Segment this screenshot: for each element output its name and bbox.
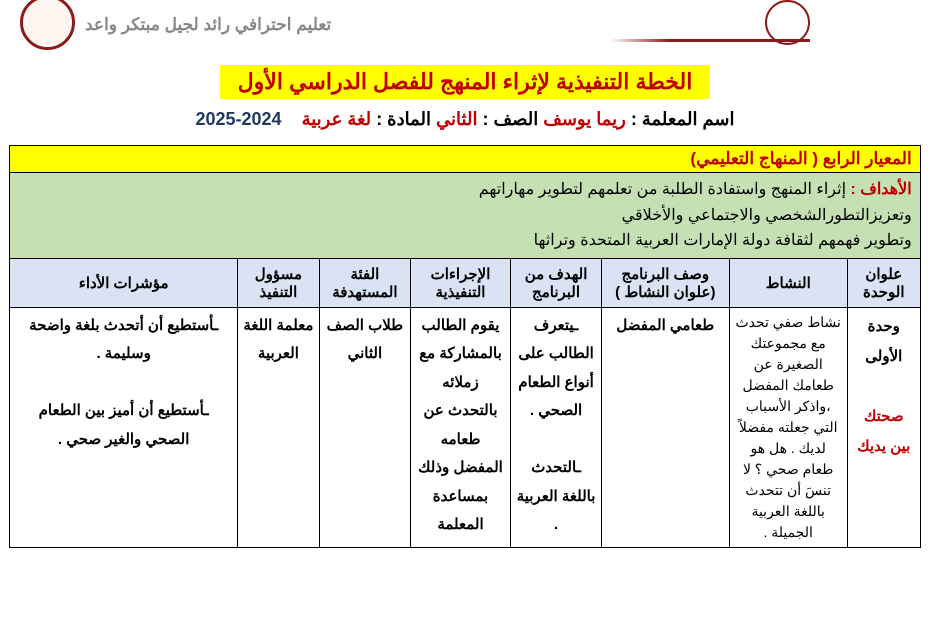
grade-label: الصف : [482,109,538,129]
col-resp: مسؤول التنفيذ [237,258,319,307]
document-header: تعليم احترافي رائد لجيل مبتكر واعد [0,0,930,50]
col-goal: الهدف من البرنامج [511,258,602,307]
criterion-text: المعيار الرابع ( المنهاج التعليمي) [10,146,920,173]
unit-subtitle: صحتك بين يديك [857,408,910,455]
col-desc: وصف البرنامج (علوان النشاط ) [602,258,729,307]
target-cell: طلاب الصف الثاني [319,307,410,547]
goals-line1: إثراء المنهج واستفادة الطلبة من تعلمهم ل… [479,181,846,198]
teacher-label: اسم المعلمة : [631,109,735,129]
header-decoration [590,0,810,50]
goals-line3: وتطوير فهمهم لثقافة دولة الإمارات العربي… [534,232,912,249]
unit-name: وحدة الأولى [865,318,902,365]
school-slogan: تعليم احترافي رائد لجيل مبتكر واعد [85,15,331,35]
col-unit: علوان الوحدة [847,258,920,307]
activity-cell: نشاط صفي تحدث مع مجموعتك الصغيرة عن طعام… [729,307,847,547]
col-activity: النشاط [729,258,847,307]
desc-cell: طعامي المفضل [602,307,729,547]
resp-cell: معلمة اللغة العربية [237,307,319,547]
grade-value: الثاني [436,109,477,129]
teacher-name: ريما يوسف [543,109,626,129]
subject-label: المادة : [376,109,431,129]
table-header-row: علوان الوحدة النشاط وصف البرنامج (علوان … [10,258,920,307]
goals-label: الأهداف : [850,181,911,198]
school-logo [20,0,75,50]
unit-cell: وحدة الأولى صحتك بين يديك [847,307,920,547]
proc-cell: يقوم الطالب بالمشاركة مع زملائه بالتحدث … [410,307,510,547]
goals-row: الأهداف : إثراء المنهج واستفادة الطلبة م… [10,173,920,259]
curriculum-table: المعيار الرابع ( المنهاج التعليمي) الأهد… [9,145,920,548]
goals-line2: وتعزيزالتطورالشخصي والاجتماعي والأخلاقي [622,207,912,224]
col-proc: الإجراءات التنفيذية [410,258,510,307]
goals-cell: الأهداف : إثراء المنهج واستفادة الطلبة م… [10,173,920,259]
indic-cell: ـأستطيع أن أتحدث بلغة واضحة وسليمة . ـأس… [10,307,238,547]
col-indic: مؤشرات الأداء [10,258,238,307]
col-target: الفئة المستهدفة [319,258,410,307]
academic-year: 2024-2025 [195,109,281,129]
subject-value: لغة عربية [302,109,372,129]
goal-cell: ـيتعرف الطالب على أنواع الطعام الصحي . ـ… [511,307,602,547]
criterion-row: المعيار الرابع ( المنهاج التعليمي) [10,146,920,173]
table-row: وحدة الأولى صحتك بين يديك نشاط صفي تحدث … [10,307,920,547]
document-title: الخطة التنفيذية لإثراء المنهج للفصل الدر… [220,65,711,99]
document-info: اسم المعلمة : ريما يوسف الصف : الثاني ال… [0,109,930,130]
